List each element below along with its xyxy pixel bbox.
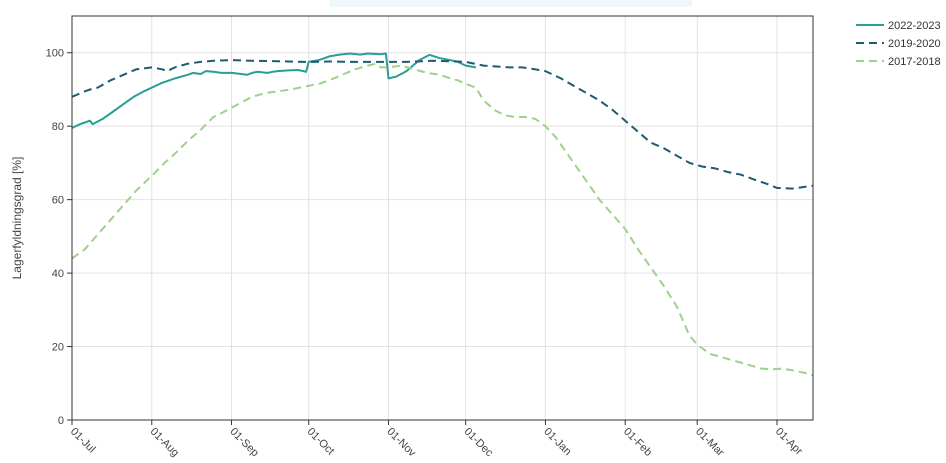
y-tick-label: 20 <box>52 342 64 354</box>
legend[interactable]: 2022-2023 2019-2020 2017-2018 <box>856 20 941 68</box>
x-tick-label: 01-Jan <box>541 426 573 458</box>
grid-layer <box>71 16 813 421</box>
plot-frame <box>71 15 814 421</box>
series-line-2019-2020 <box>71 59 814 190</box>
x-tick-label: 01-Oct <box>305 426 337 458</box>
title-highlight <box>330 0 692 7</box>
x-axis-ticks: 01-Jul 01-Aug 01-Sep 01-Oct 01-Nov 01-Dec 01-J… <box>68 420 805 460</box>
y-axis-ticks: 0 20 40 60 80 100 <box>46 48 72 427</box>
legend-item-2017-2018[interactable]: 2017-2018 <box>856 56 941 68</box>
series-line-2017-2018 <box>71 62 814 377</box>
legend-label: 2019-2020 <box>888 38 941 50</box>
x-tick-label: 01-Sep <box>227 426 261 460</box>
y-tick-label: 40 <box>52 268 64 280</box>
x-tick-label: 01-Mar <box>693 426 726 459</box>
x-tick-label: 01-Feb <box>621 426 654 459</box>
y-tick-label: 80 <box>52 121 64 133</box>
x-tick-label: 01-Nov <box>384 426 418 460</box>
series-layer <box>71 52 814 377</box>
legend-label: 2022-2023 <box>888 20 941 32</box>
legend-item-2022-2023[interactable]: 2022-2023 <box>856 20 941 32</box>
legend-label: 2017-2018 <box>888 56 941 68</box>
y-axis-title: Lagerfyldningsgrad [%] <box>10 157 24 280</box>
title-strip <box>0 0 692 7</box>
y-tick-label: 0 <box>58 415 64 427</box>
x-tick-label: 01-Jul <box>68 426 98 456</box>
x-tick-label: 01-Apr <box>773 426 805 458</box>
y-tick-label: 60 <box>52 195 64 207</box>
y-tick-label: 100 <box>46 48 64 60</box>
x-tick-label: 01-Aug <box>148 426 182 460</box>
legend-item-2019-2020[interactable]: 2019-2020 <box>856 38 941 50</box>
x-tick-label: 01-Dec <box>462 426 496 460</box>
series-line-2022-2023 <box>71 52 477 129</box>
